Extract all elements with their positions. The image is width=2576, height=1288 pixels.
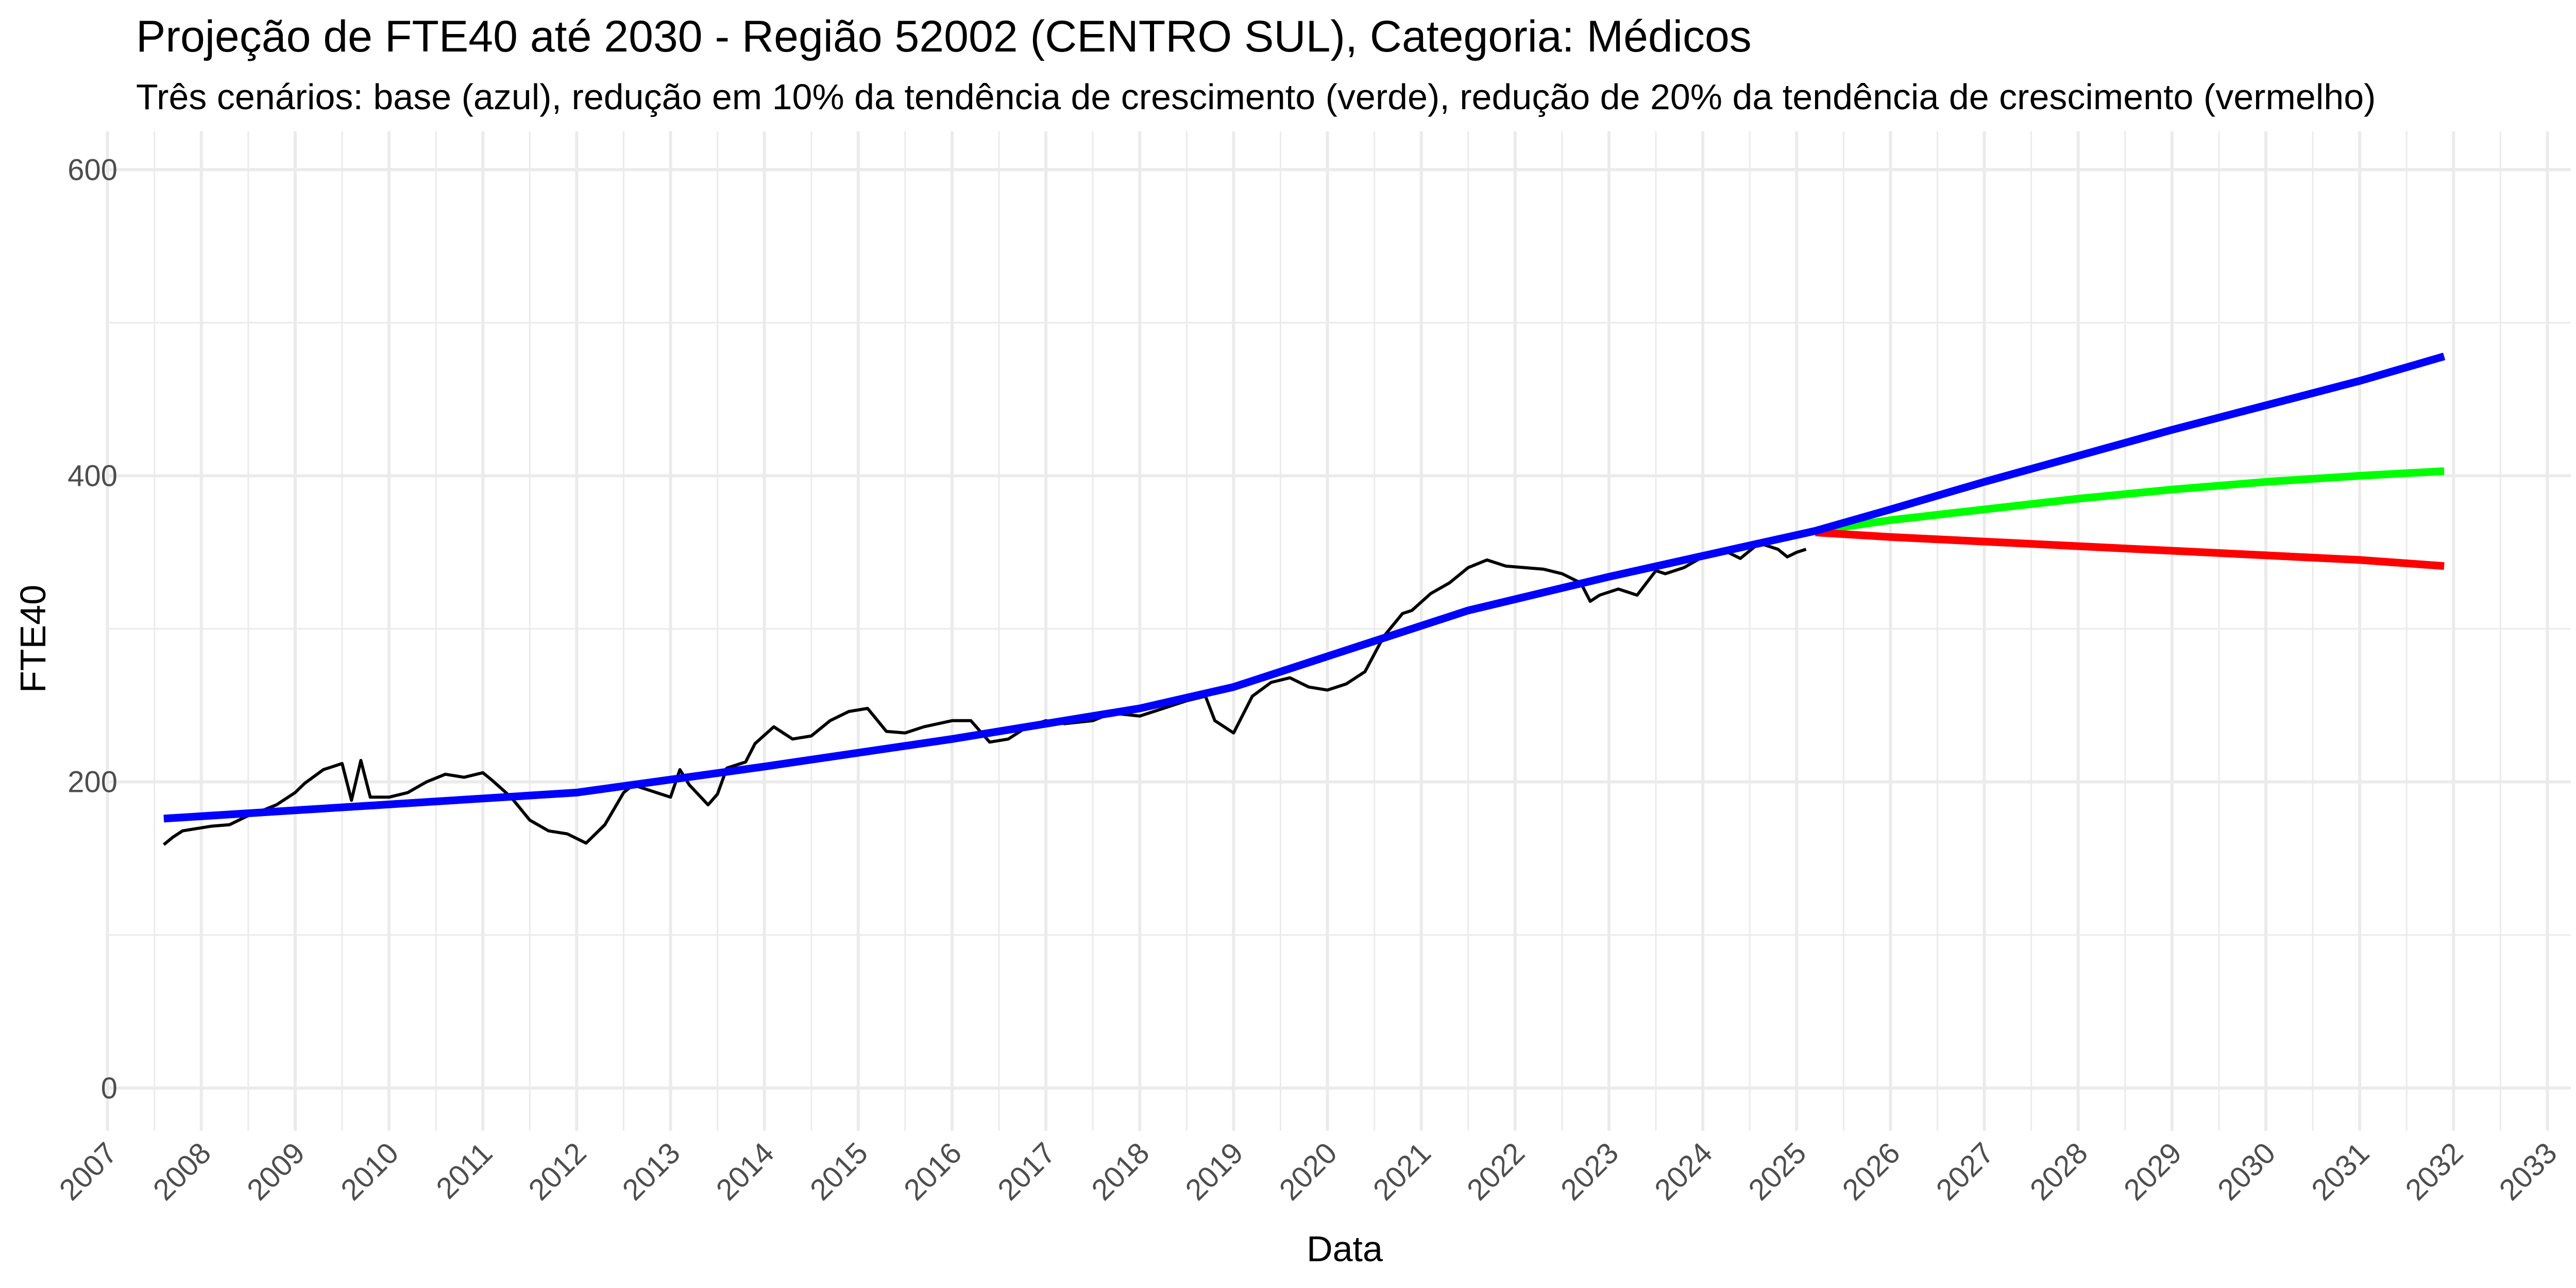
- x-tick-label: 2015: [804, 1136, 874, 1207]
- x-tick-label: 2027: [1930, 1136, 2001, 1207]
- x-tick-label: 2014: [710, 1136, 781, 1207]
- x-tick-label: 2016: [897, 1136, 968, 1207]
- x-tick-label: 2031: [2305, 1136, 2376, 1207]
- x-tick-label: 2025: [1742, 1136, 1812, 1207]
- x-tick-label: 2010: [334, 1136, 405, 1207]
- x-tick-label: 2026: [1836, 1136, 1906, 1207]
- x-tick-label: 2009: [241, 1136, 311, 1207]
- y-tick-label: 0: [101, 1072, 117, 1105]
- x-tick-label: 2021: [1367, 1136, 1437, 1207]
- chart-title: Projeção de FTE40 até 2030 - Região 5200…: [136, 12, 1752, 61]
- y-axis-ticks: 0 200 400 600: [67, 153, 117, 1105]
- x-tick-label: 2032: [2399, 1136, 2469, 1207]
- x-tick-label: 2018: [1085, 1136, 1156, 1207]
- y-tick-label: 200: [67, 766, 117, 799]
- x-tick-label: 2013: [616, 1136, 687, 1207]
- observed-series-line: [163, 541, 1807, 846]
- base-scenario-line: [163, 352, 2446, 823]
- red-scenario-line: [1815, 528, 2445, 570]
- x-tick-label: 2017: [991, 1136, 1062, 1207]
- x-tick-label: 2020: [1273, 1136, 1344, 1207]
- y-axis-title: FTE40: [13, 585, 53, 693]
- y-tick-label: 600: [67, 153, 117, 187]
- x-tick-label: 2028: [2024, 1136, 2094, 1207]
- x-tick-label: 2019: [1179, 1136, 1249, 1207]
- x-tick-label: 2008: [147, 1136, 217, 1207]
- x-axis-title: Data: [1307, 1229, 1383, 1269]
- x-tick-label: 2030: [2211, 1136, 2282, 1207]
- y-tick-label: 400: [67, 459, 117, 493]
- x-tick-label: 2012: [522, 1136, 592, 1207]
- x-tick-label: 2011: [430, 1136, 499, 1205]
- series-layer: [163, 352, 2446, 846]
- x-tick-label: 2023: [1554, 1136, 1625, 1207]
- x-tick-label: 2022: [1461, 1136, 1531, 1207]
- green-scenario-line: [1815, 467, 2445, 535]
- x-tick-label: 2033: [2493, 1136, 2563, 1207]
- x-tick-label: 2029: [2117, 1136, 2188, 1207]
- chart-subtitle: Três cenários: base (azul), redução em 1…: [136, 77, 2376, 117]
- x-axis-ticks: 2007 2008 2009 2010 2011 2012 2013 2014 2015 2016…: [53, 1136, 2564, 1207]
- x-tick-label: 2024: [1648, 1136, 1719, 1207]
- x-tick-label: 2007: [53, 1136, 124, 1207]
- grid-layer: [106, 131, 2571, 1131]
